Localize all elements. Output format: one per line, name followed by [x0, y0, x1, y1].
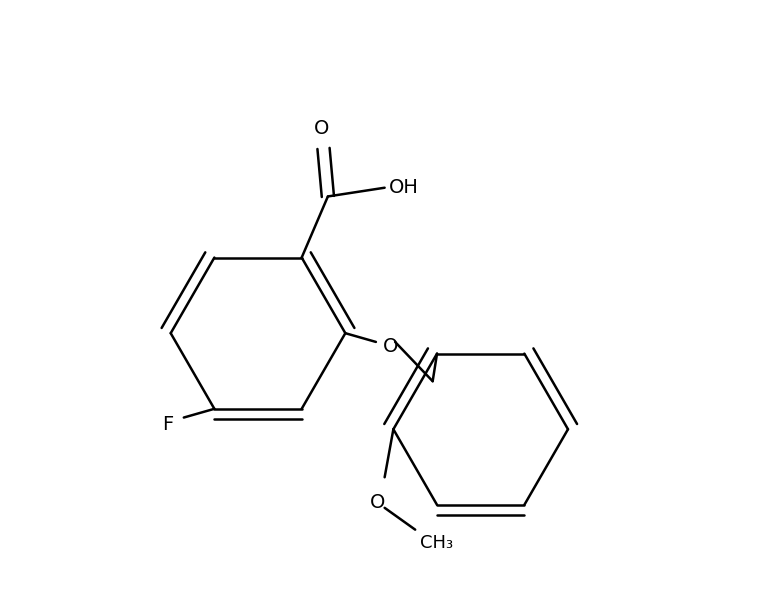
Text: CH₃: CH₃	[419, 534, 453, 552]
Text: F: F	[162, 415, 173, 434]
Text: OH: OH	[389, 178, 419, 197]
Text: O: O	[370, 493, 385, 512]
Text: O: O	[383, 337, 398, 356]
Text: O: O	[314, 119, 329, 138]
